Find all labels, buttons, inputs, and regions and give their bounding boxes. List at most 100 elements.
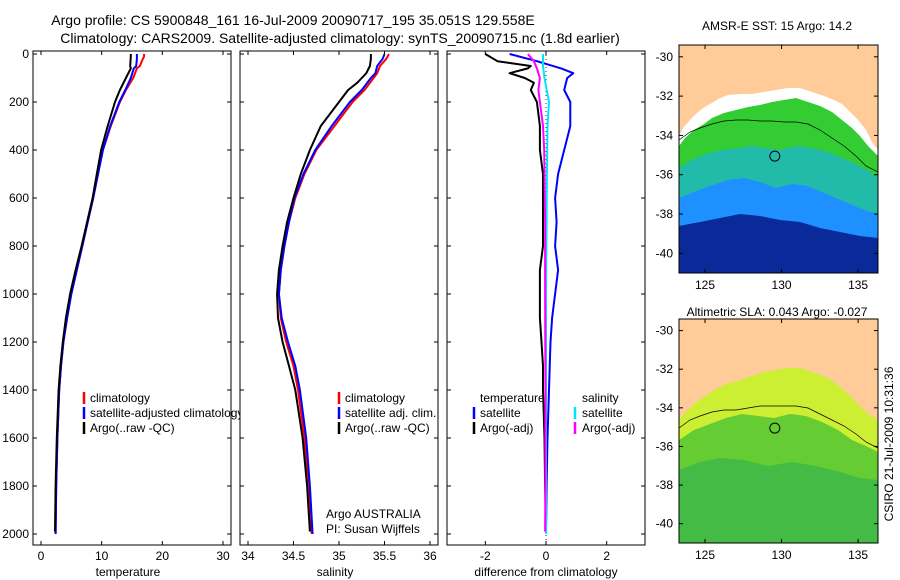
- legend-label-sal-satellite-adj: satellite adj. clim.: [345, 406, 436, 420]
- lat-tick-label: -30: [656, 324, 674, 338]
- y-tick-label: 400: [9, 143, 29, 157]
- argo-float-marker-sla: [769, 422, 781, 434]
- sst-map-panel: AMSR-E SST: 15 Argo: 14.2 -30-32-34-36-3…: [656, 19, 879, 292]
- series-line-salinity-argo-adj: [527, 53, 547, 532]
- lat-tick-label: -40: [656, 517, 674, 531]
- x-tick-label: 0: [38, 549, 45, 563]
- figure-title-line1: Argo profile: CS 5900848_161 16-Jul-2009…: [51, 12, 534, 28]
- sla-map-panel: Altimetric SLA: 0.043 Argo: -0.027 -30-3…: [656, 305, 879, 562]
- sst-map-lon-ticks: 125 130 135: [695, 45, 868, 292]
- sst-map-frame: [678, 44, 879, 274]
- temperature-plot-frame: [32, 50, 232, 546]
- lat-tick-label: -38: [656, 207, 674, 221]
- lon-tick-label: 130: [772, 548, 792, 562]
- lat-tick-label: -36: [656, 168, 674, 182]
- legend-label-temp-satellite: satellite: [480, 406, 521, 420]
- salinity-axis-ticks: 34 34.5 35 35.5 36: [241, 51, 437, 563]
- series-line-argo-raw-qc: [276, 54, 372, 532]
- sla-field-low: [679, 458, 878, 543]
- y-tick-label: 600: [9, 191, 29, 205]
- x-tick-label: 20: [156, 549, 170, 563]
- y-tick-label: 2000: [2, 527, 29, 541]
- x-tick-label: 0: [543, 549, 550, 563]
- x-tick-label: 34.5: [282, 549, 306, 563]
- x-tick-label: 2: [603, 549, 610, 563]
- y-tick-label: 200: [9, 95, 29, 109]
- sla-map-lat-ticks: -30 -32 -34 -36 -38 -40: [656, 324, 878, 531]
- figure-title-line2: Climatology: CARS2009. Satellite-adjuste…: [60, 30, 620, 46]
- legend-label-sal-argo-adj: Argo(-adj): [582, 421, 635, 435]
- depth-axis-ticks: 0 200 400 600 800 1000 1200 1400 1600 1800 2000: [2, 47, 231, 541]
- sla-map-title: Altimetric SLA: 0.043 Argo: -0.027: [687, 305, 868, 319]
- series-line-temperature-argo-adj: [484, 53, 547, 532]
- csiro-timestamp-label: CSIRO 21-Jul-2009 10:31:36: [882, 366, 896, 521]
- difference-legend: temperature satellite Argo(-adj) salinit…: [472, 391, 635, 435]
- argo-float-marker: [769, 150, 781, 162]
- x-tick-label: 30: [216, 549, 230, 563]
- difference-series: [484, 53, 575, 535]
- x-tick-label: 35: [332, 549, 346, 563]
- sst-map-image: [679, 45, 878, 273]
- lon-tick-label: 125: [695, 548, 715, 562]
- legend-label-temp-argo: Argo(-adj): [480, 421, 533, 435]
- salinity-y-ticks: [240, 53, 438, 535]
- legend-label-sal-climatology: climatology: [345, 391, 405, 405]
- x-tick-label: 36: [423, 549, 437, 563]
- sst-field-cold: [679, 214, 878, 273]
- y-tick-label: 1400: [2, 383, 29, 397]
- sla-map-frame: [678, 318, 879, 544]
- temperature-legend: climatology satellite-adjusted climatolo…: [82, 391, 243, 435]
- difference-axis-label: difference from climatology: [474, 565, 617, 579]
- lon-tick-label: 135: [848, 278, 868, 292]
- sst-map-lat-ticks: -30 -32 -34 -36 -38 -40: [656, 50, 878, 260]
- difference-axis-ticks: -2 0 2: [480, 51, 610, 563]
- temperature-panel: 0 200 400 600 800 1000 1200 1400 1600 1800 2000 0 1…: [2, 47, 243, 579]
- legend-title-temperature: temperature: [480, 391, 545, 405]
- legend-label-sal-satellite: satellite: [582, 406, 623, 420]
- temperature-axis-label: temperature: [96, 565, 161, 579]
- lat-tick-label: -32: [656, 362, 674, 376]
- y-tick-label: 800: [9, 239, 29, 253]
- y-tick-label: 0: [22, 47, 29, 61]
- x-tick-label: 35.5: [373, 549, 397, 563]
- isobath-contour-sla: [679, 405, 878, 449]
- difference-panel: -2 0 2 difference from climatology tempera…: [446, 50, 646, 579]
- legend-label-sal-argo: Argo(..raw -QC): [345, 421, 430, 435]
- difference-y-ticks: [447, 53, 645, 535]
- x-tick-label: 34: [241, 549, 255, 563]
- temperature-series: [54, 54, 146, 535]
- lon-tick-label: 130: [772, 278, 792, 292]
- y-tick-label: 1600: [2, 431, 29, 445]
- series-line-argo-raw-qc: [54, 54, 132, 532]
- sla-map-lon-ticks: 125 130 135: [695, 319, 868, 562]
- y-tick-label: 1200: [2, 335, 29, 349]
- salinity-axis-label: salinity: [317, 565, 354, 579]
- legend-label-argo: Argo(..raw -QC): [90, 421, 175, 435]
- legend-label-satellite-adjusted: satellite-adjusted climatology: [90, 406, 243, 420]
- salinity-plot-frame: [239, 50, 439, 546]
- lat-tick-label: -34: [656, 128, 674, 142]
- lat-tick-label: -32: [656, 89, 674, 103]
- salinity-series: [276, 53, 390, 535]
- x-tick-label: 10: [95, 549, 109, 563]
- y-tick-label: 1800: [2, 479, 29, 493]
- isobath-contour: [679, 119, 878, 173]
- temperature-axis-ticks: 0 10 20 30: [38, 51, 230, 563]
- lon-tick-label: 125: [695, 278, 715, 292]
- x-tick-label: -2: [480, 549, 491, 563]
- lat-tick-label: -36: [656, 439, 674, 453]
- legend-title-salinity: salinity: [582, 391, 619, 405]
- lat-tick-label: -30: [656, 50, 674, 64]
- salinity-panel: 34 34.5 35 35.5 36 salinity climatology sate…: [239, 50, 439, 579]
- lat-tick-label: -40: [656, 246, 674, 260]
- argo-pi-annotation: PI: Susan Wijffels: [326, 522, 420, 536]
- legend-label-climatology: climatology: [90, 391, 150, 405]
- sst-map-title: AMSR-E SST: 15 Argo: 14.2: [702, 19, 852, 33]
- salinity-legend: climatology satellite adj. clim. Argo(..…: [337, 391, 436, 435]
- argo-program-annotation: Argo AUSTRALIA: [326, 507, 421, 521]
- series-line-temperature-satellite: [509, 53, 575, 535]
- lon-tick-label: 135: [848, 548, 868, 562]
- lat-tick-label: -34: [656, 401, 674, 415]
- lat-tick-label: -38: [656, 478, 674, 492]
